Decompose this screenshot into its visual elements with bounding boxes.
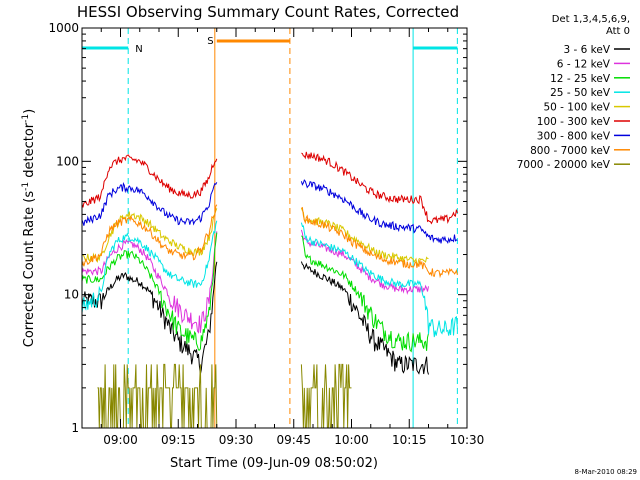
- legend-entry-label: 7000 - 20000 keV: [517, 159, 611, 171]
- series-0: [81, 261, 429, 375]
- series-line: [81, 220, 458, 338]
- y-axis-label-sup1: -1: [21, 182, 31, 191]
- series-3: [81, 220, 458, 338]
- series-7: [81, 204, 458, 279]
- night-label: N: [135, 44, 142, 55]
- chart-title: HESSI Observing Summary Count Rates, Cor…: [77, 3, 459, 21]
- legend-entry-label: 800 - 7000 keV: [530, 145, 611, 157]
- series-line: [81, 261, 429, 375]
- legend-entry-label: 25 - 50 keV: [550, 87, 611, 99]
- axes-layer: 1 10 100 1000 09:00 09:15 09:30 09:45 10:00 10:15…: [48, 21, 484, 447]
- y-axis-label-mid: detector: [22, 122, 37, 182]
- series-5: [81, 151, 458, 225]
- series-1: [81, 229, 429, 334]
- legend-entry-label: 100 - 300 keV: [537, 116, 611, 128]
- y-axis-label: Corrected Count Rate (s-1 detector-1): [21, 109, 37, 347]
- series-line: [81, 179, 458, 245]
- x-tick-label: 10:15: [392, 433, 427, 447]
- series-layer: [81, 151, 458, 429]
- series-6: [81, 179, 458, 245]
- y-tick-label: 1: [71, 421, 79, 435]
- x-tick-label: 09:45: [276, 433, 311, 447]
- legend-entry-label: 50 - 100 keV: [543, 102, 610, 114]
- x-tick-label: 09:15: [161, 433, 196, 447]
- series-line: [81, 151, 458, 225]
- legend-header-line: Att 0: [606, 26, 630, 37]
- y-axis-label-sup2: -1: [21, 114, 31, 123]
- x-tick-label: 09:30: [219, 433, 254, 447]
- legend-entry-label: 3 - 6 keV: [563, 44, 610, 56]
- x-tick-label: 10:30: [450, 433, 485, 447]
- date-stamp: 8-Mar-2010 08:29: [575, 468, 637, 476]
- orbit-overlays: NS: [81, 28, 458, 428]
- legend-header-line: Det 1,3,4,5,6,9,: [552, 14, 630, 25]
- y-tick-label: 100: [56, 154, 79, 168]
- x-axis-label: Start Time (09-Jun-09 08:50:02): [170, 456, 378, 471]
- saa-label: S: [207, 36, 213, 47]
- y-axis-label-main: Corrected Count Rate (s: [22, 191, 37, 348]
- legend-entry-label: 12 - 25 keV: [550, 73, 611, 85]
- y-axis-label-end: ): [22, 109, 37, 114]
- series-line: [81, 204, 458, 279]
- x-tick-label: 09:00: [103, 433, 138, 447]
- legend-entry-label: 300 - 800 keV: [537, 130, 611, 142]
- y-tick-label: 1000: [48, 21, 79, 35]
- legend-entry-label: 6 - 12 keV: [557, 58, 611, 70]
- legend: Det 1,3,4,5,6,9,Att 0 3 - 6 keV 6 - 12 keV…: [517, 14, 630, 171]
- series-line: [81, 229, 429, 334]
- x-tick-label: 10:00: [334, 433, 369, 447]
- y-tick-label: 10: [64, 288, 79, 302]
